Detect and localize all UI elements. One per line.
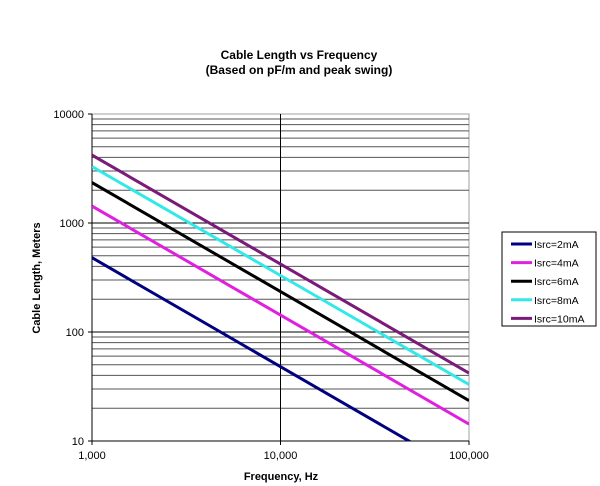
x-tick-label: 100,000 — [449, 450, 489, 462]
series-line — [92, 181, 469, 402]
chart-title: Cable Length vs Frequency — [221, 48, 378, 62]
legend-label: Isrc=6mA — [534, 276, 579, 288]
series-line — [92, 165, 469, 386]
x-tick-label: 10,000 — [264, 450, 298, 462]
chart-subtitle: (Based on pF/m and peak swing) — [206, 63, 393, 77]
x-axis-label: Frequency, Hz — [244, 471, 319, 483]
plot-area: 10 100 1000 10000 1,000 10,000 100,000 — [53, 109, 489, 462]
x-tick-label: 1,000 — [78, 450, 106, 462]
y-tick-label: 1000 — [60, 218, 84, 230]
series-line — [92, 153, 469, 375]
y-tick-label: 10 — [72, 436, 84, 448]
legend-label: Isrc=4mA — [534, 258, 579, 270]
legend-label: Isrc=10mA — [534, 313, 584, 325]
series-line — [92, 204, 469, 426]
legend-label: Isrc=2mA — [534, 239, 579, 251]
legend: Isrc=2mA Isrc=4mA Isrc=6mA Isrc=8mA Isrc=10m… — [501, 231, 597, 327]
y-axis-label: Cable Length, Meters — [31, 222, 43, 333]
y-tick-label: 100 — [66, 327, 84, 339]
legend-label: Isrc=8mA — [534, 295, 579, 307]
series-line — [92, 256, 412, 441]
y-tick-label: 10000 — [53, 109, 84, 121]
legend-box — [501, 231, 597, 327]
series-group — [92, 153, 469, 441]
